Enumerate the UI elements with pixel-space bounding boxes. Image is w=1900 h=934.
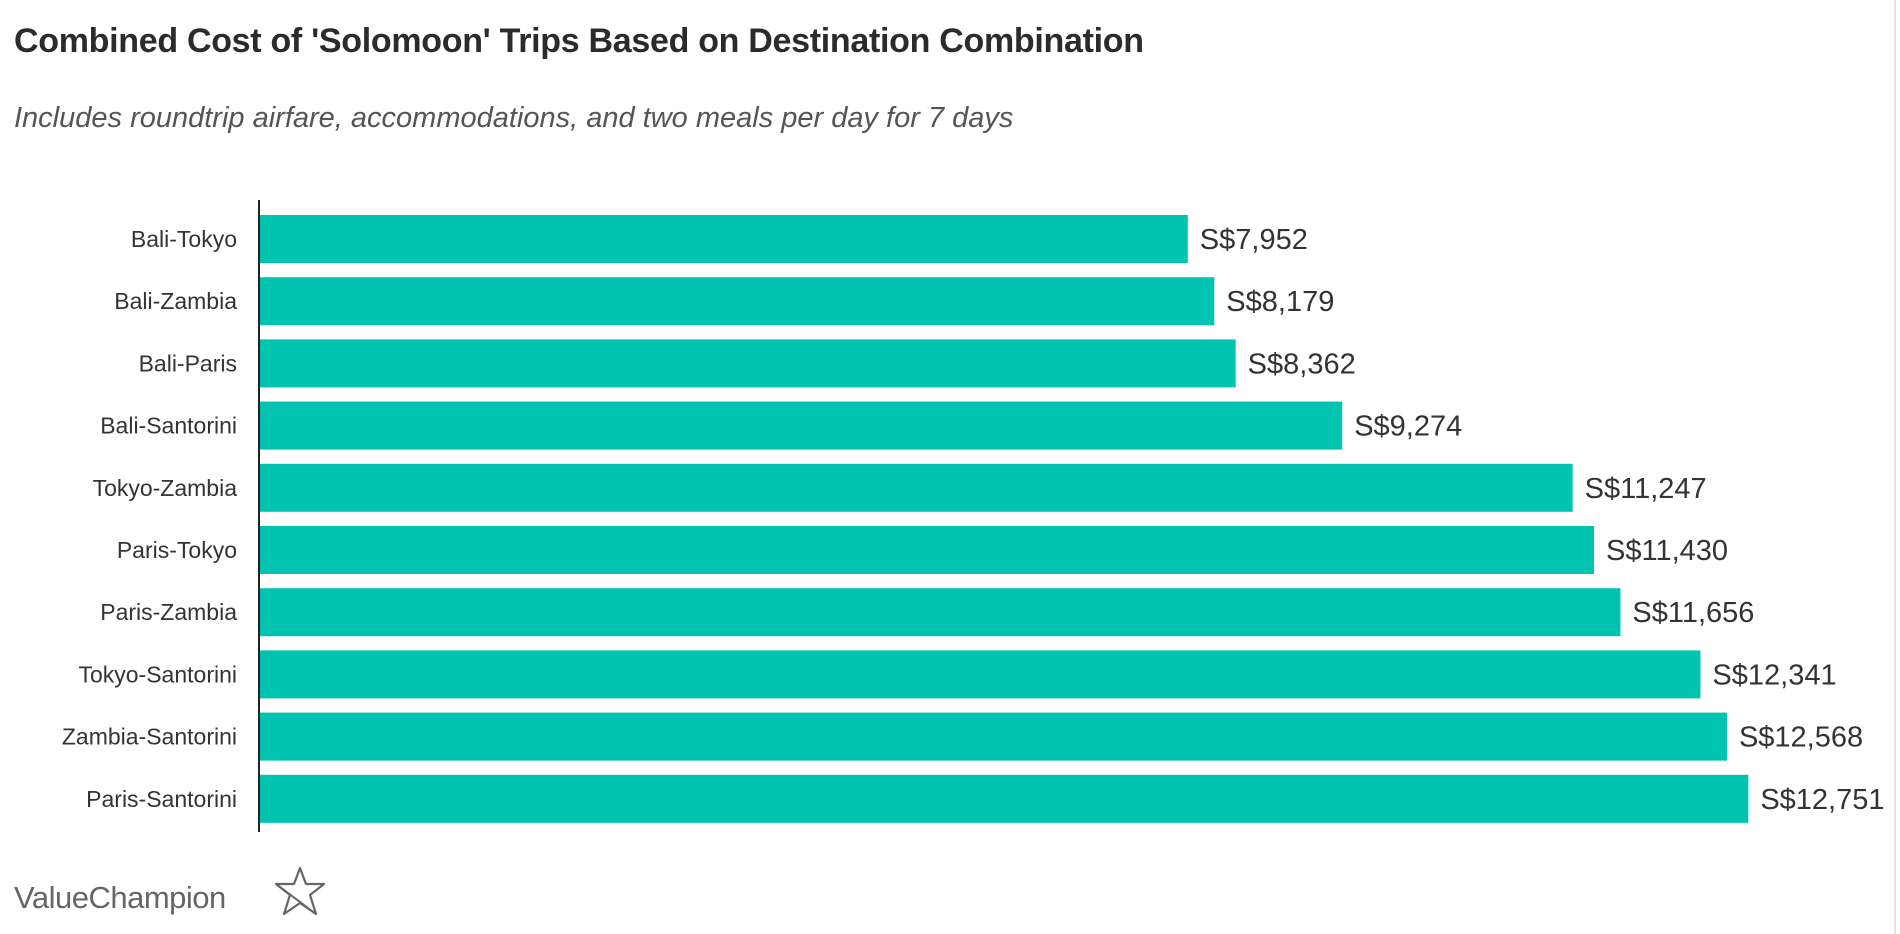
category-label: Tokyo-Zambia xyxy=(93,475,238,501)
category-label: Bali-Tokyo xyxy=(131,226,237,252)
frame-border xyxy=(1894,0,1896,934)
bar-bali-paris xyxy=(259,339,1236,388)
data-label: S$12,568 xyxy=(1739,722,1863,754)
category-label: Zambia-Santorini xyxy=(62,724,237,750)
category-label: Bali-Santorini xyxy=(100,413,237,439)
chart-subtitle: Includes roundtrip airfare, accommodatio… xyxy=(14,102,1014,134)
category-label: Bali-Zambia xyxy=(114,288,237,314)
bar-bali-tokyo xyxy=(259,215,1188,263)
data-label: S$8,362 xyxy=(1248,348,1356,380)
bar-paris-zambia xyxy=(259,588,1621,637)
bar-tokyo-santorini xyxy=(259,650,1701,699)
valuechampion-logo: ValueChampion xyxy=(14,880,226,915)
category-label: Tokyo-Santorini xyxy=(78,661,237,687)
category-label: Paris-Zambia xyxy=(100,599,237,625)
bar-chart: Bali-Tokyo S$7,952 Bali-Zambia S$8,179 Bali-… xyxy=(62,200,1884,832)
bar-bali-zambia xyxy=(259,277,1215,326)
bar-tokyo-zambia xyxy=(259,463,1573,512)
bar-paris-santorini xyxy=(259,774,1749,823)
bar-paris-tokyo xyxy=(259,526,1595,574)
data-label: S$11,247 xyxy=(1585,473,1707,505)
star-logo-icon xyxy=(274,866,326,916)
category-label: Paris-Tokyo xyxy=(117,537,237,563)
data-label: S$11,656 xyxy=(1632,597,1754,629)
data-label: S$9,274 xyxy=(1354,411,1462,443)
chart-title: Combined Cost of 'Solomoon' Trips Based … xyxy=(14,22,1144,60)
bar-zambia-santorini xyxy=(259,712,1727,761)
data-label: S$8,179 xyxy=(1226,286,1334,318)
data-label: S$11,430 xyxy=(1606,535,1728,567)
bar-bali-santorini xyxy=(259,401,1343,450)
data-label: S$7,952 xyxy=(1200,224,1308,256)
data-label: S$12,751 xyxy=(1760,784,1884,816)
data-label: S$12,341 xyxy=(1712,659,1836,691)
category-label: Paris-Santorini xyxy=(86,786,237,812)
category-label: Bali-Paris xyxy=(139,350,237,376)
